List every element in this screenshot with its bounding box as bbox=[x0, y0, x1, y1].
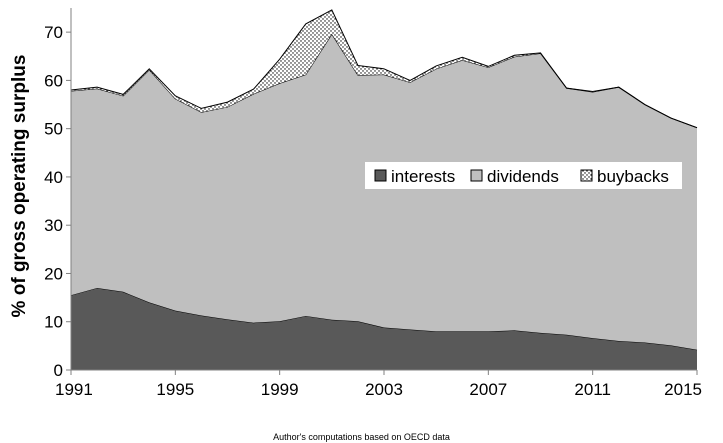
y-tick-label: 40 bbox=[44, 168, 63, 187]
y-tick-labels: 0 10 20 30 40 50 60 70 bbox=[44, 23, 63, 380]
y-tick-label: 10 bbox=[44, 313, 63, 332]
legend-swatch-interests bbox=[374, 169, 387, 182]
x-tick-label: 1995 bbox=[156, 380, 194, 399]
x-tick-labels: 1991 1995 1999 2003 2007 2011 2015 bbox=[55, 380, 702, 399]
x-tick-label: 2007 bbox=[469, 380, 507, 399]
area-interests bbox=[71, 287, 697, 370]
x-tick-label: 1999 bbox=[261, 380, 299, 399]
x-tick-label: 2003 bbox=[365, 380, 403, 399]
legend: interests dividends buybacks bbox=[365, 162, 682, 189]
x-tick-label: 2011 bbox=[574, 380, 611, 399]
x-tick-label: 2015 bbox=[664, 380, 702, 399]
y-tick-label: 60 bbox=[44, 71, 63, 90]
area-buybacks-edge bbox=[70, 9, 698, 129]
y-tick-label: 70 bbox=[44, 23, 63, 42]
legend-label-interests: interests bbox=[391, 167, 455, 186]
source-caption: Author's computations based on OECD data bbox=[273, 432, 450, 442]
area-layers bbox=[70, 9, 698, 370]
y-tick-label: 0 bbox=[54, 361, 63, 380]
y-tick-label: 50 bbox=[44, 120, 63, 139]
y-tick-label: 30 bbox=[44, 216, 63, 235]
y-axis-label: % of gross operating surplus bbox=[9, 55, 30, 318]
legend-label-dividends: dividends bbox=[487, 167, 559, 186]
axes bbox=[66, 8, 698, 375]
legend-box bbox=[365, 162, 682, 189]
legend-swatch-buybacks bbox=[580, 169, 593, 182]
x-tick-label: 1991 bbox=[55, 380, 93, 399]
area-dividends bbox=[71, 34, 697, 350]
legend-swatch-dividends bbox=[470, 169, 483, 182]
legend-label-buybacks: buybacks bbox=[597, 167, 669, 186]
y-tick-label: 20 bbox=[44, 264, 63, 283]
